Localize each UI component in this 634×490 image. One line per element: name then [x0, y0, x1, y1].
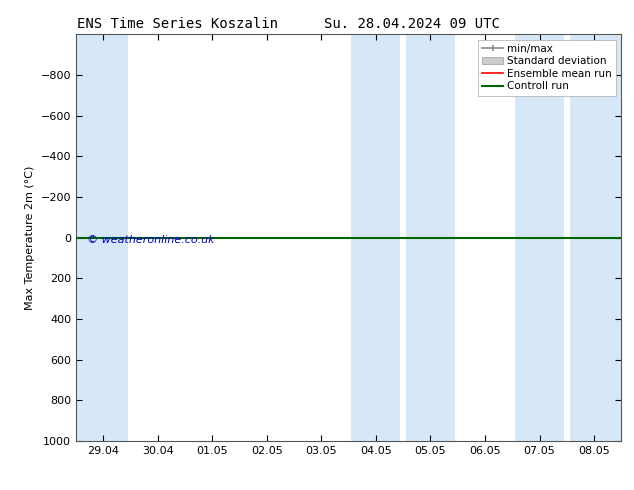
Text: © weatheronline.co.uk: © weatheronline.co.uk — [87, 235, 215, 245]
Y-axis label: Max Temperature 2m (°C): Max Temperature 2m (°C) — [25, 166, 35, 310]
Bar — [406, 34, 455, 441]
Bar — [76, 34, 128, 441]
Text: Su. 28.04.2024 09 UTC: Su. 28.04.2024 09 UTC — [324, 17, 500, 31]
Text: ENS Time Series Koszalin: ENS Time Series Koszalin — [77, 17, 278, 31]
Bar — [569, 34, 621, 441]
Legend: min/max, Standard deviation, Ensemble mean run, Controll run: min/max, Standard deviation, Ensemble me… — [478, 40, 616, 96]
Bar — [351, 34, 401, 441]
Bar — [515, 34, 564, 441]
